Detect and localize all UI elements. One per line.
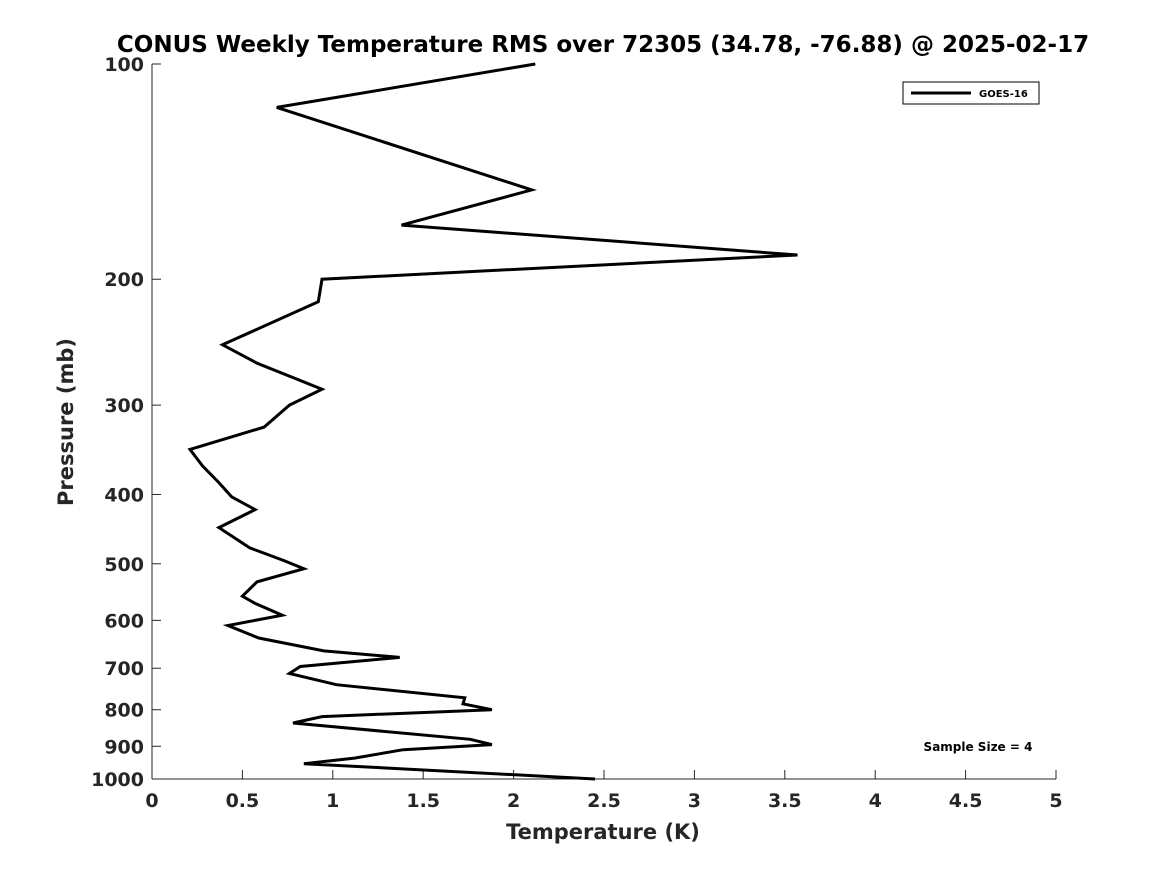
x-tick-label: 5 [1049,790,1062,812]
x-tick-label: 0 [145,790,158,812]
y-tick-label: 200 [104,269,144,291]
x-tick-label: 0.5 [226,790,260,812]
x-tick-label: 1.5 [406,790,440,812]
x-tick-label: 4 [869,790,882,812]
series-line-goes-16 [187,62,798,781]
x-tick-label: 2.5 [587,790,621,812]
x-axis-label: Temperature (K) [506,820,700,844]
y-tick-label: 600 [104,610,144,632]
y-tick-label: 900 [104,736,144,758]
y-axis-label: Pressure (mb) [54,338,78,506]
legend: GOES-16 [902,81,1040,105]
y-tick-label: 400 [104,484,144,506]
x-tick-label: 4.5 [949,790,983,812]
y-tick-label: 300 [104,395,144,417]
sample-size-note: Sample Size = 4 [924,740,1033,754]
x-tick-label: 1 [326,790,339,812]
y-tick-label: 700 [104,658,144,680]
plot-area: 0 0.5 1 1.5 2 2.5 3 3.5 4 4.5 5 100 200 300 400 500 600 7… [91,54,1063,812]
legend-entry-goes-16: GOES-16 [979,89,1028,100]
y-tick-label: 1000 [91,769,144,791]
y-tick-label: 500 [104,554,144,576]
x-tick-label: 3 [688,790,701,812]
y-tick-label: 800 [104,700,144,722]
x-tick-label: 3.5 [768,790,802,812]
y-tick-label: 100 [104,54,144,76]
x-tick-label: 2 [507,790,520,812]
chart-title: CONUS Weekly Temperature RMS over 72305 … [117,32,1089,58]
